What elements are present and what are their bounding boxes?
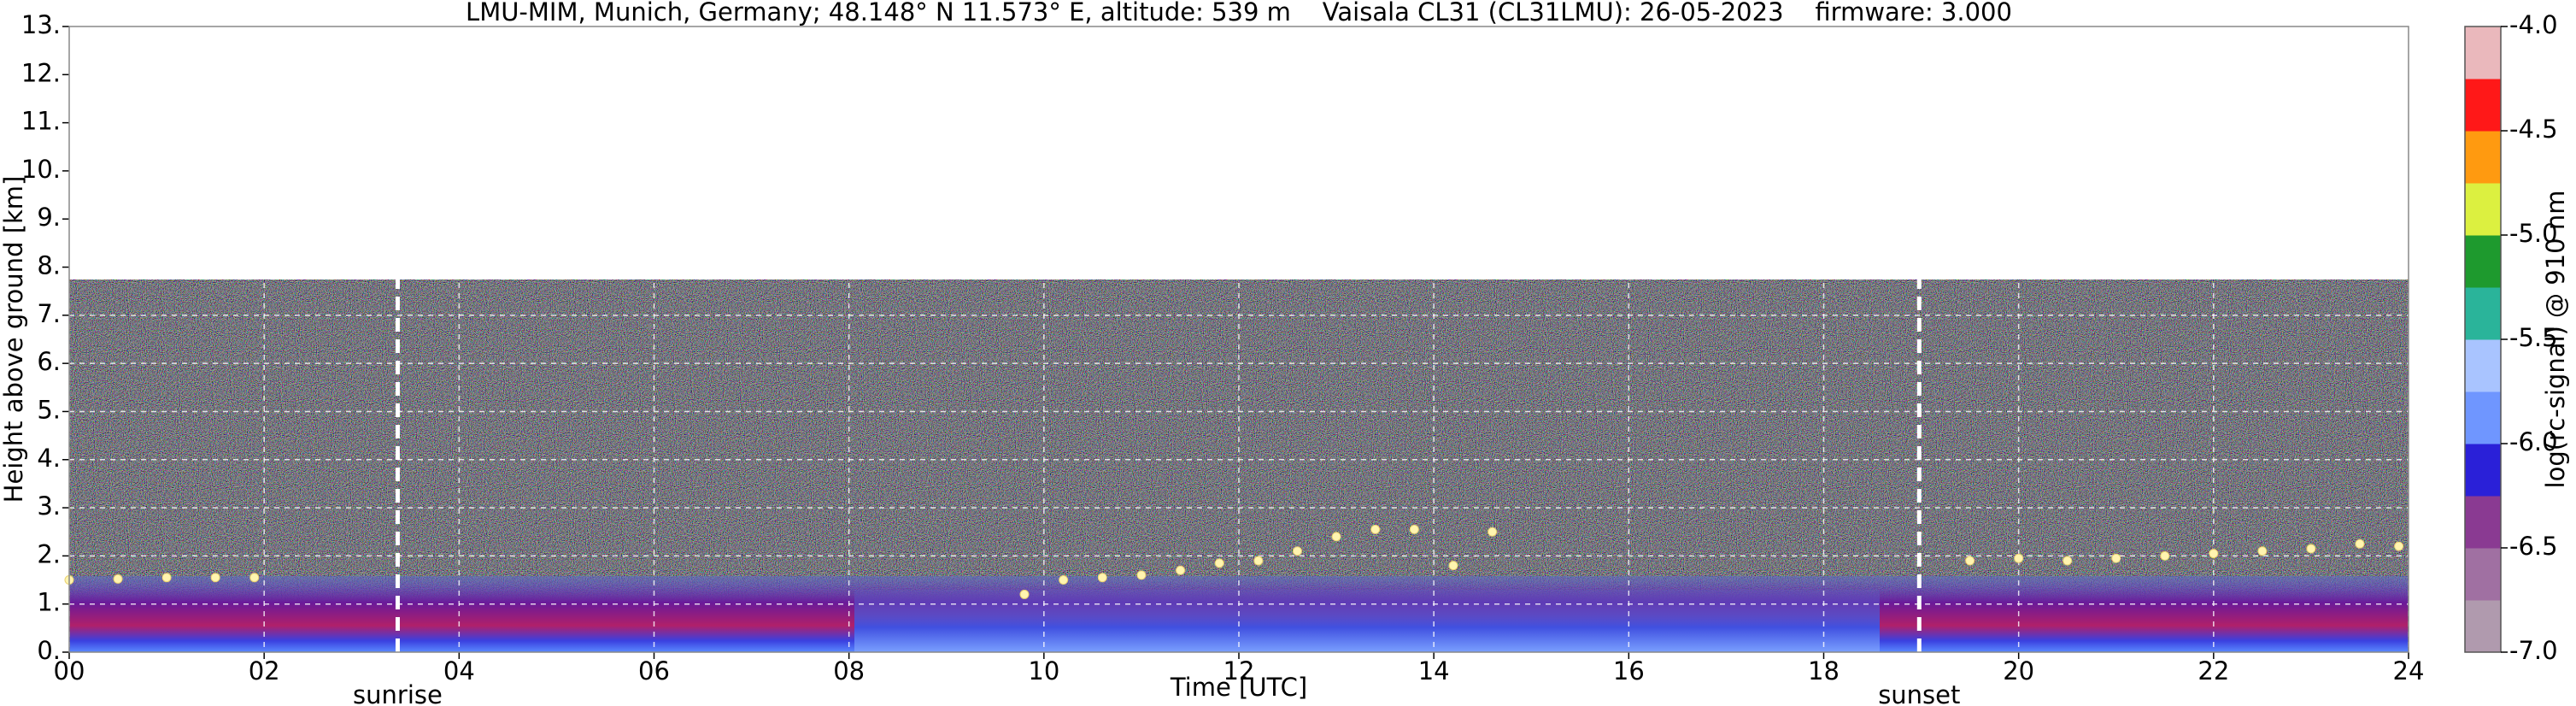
colorbar-tick-label: -4.0	[2509, 10, 2558, 39]
cloud-point	[2306, 544, 2316, 554]
y-tick-label: 3.	[37, 491, 61, 521]
y-tick-label: 0.	[37, 636, 61, 665]
colorbar-swatch	[2465, 287, 2501, 340]
colorbar-tick-label: -7.0	[2509, 636, 2558, 665]
y-tick-label: 13.	[21, 10, 61, 39]
colorbar-swatch	[2465, 131, 2501, 184]
cloud-point	[1331, 532, 1341, 542]
cloud-point	[1292, 546, 1302, 556]
x-tick-label: 06	[638, 656, 670, 685]
colorbar-swatch	[2465, 79, 2501, 132]
cloud-point	[1253, 556, 1264, 566]
y-axis-label: Height above ground [km]	[0, 176, 28, 503]
y-tick-label: 11.	[21, 107, 61, 136]
x-tick-label: 14	[1418, 656, 1450, 685]
y-tick-label: 4.	[37, 444, 61, 473]
cloud-point	[210, 573, 220, 583]
colorbar-tick-label: -5.0	[2509, 219, 2558, 248]
colorbar-swatch	[2465, 339, 2501, 392]
x-tick-label: 08	[833, 656, 865, 685]
colorbar-tick-label: -5.5	[2509, 323, 2558, 352]
colorbar-swatch	[2465, 26, 2501, 79]
colorbar-swatch	[2465, 235, 2501, 288]
y-tick-label: 12.	[21, 58, 61, 87]
y-tick-label: 6.	[37, 347, 61, 376]
x-tick-label: 00	[54, 656, 85, 685]
cloud-point	[1965, 556, 1975, 566]
x-tick-label: 12	[1223, 656, 1255, 685]
cloud-point	[1370, 524, 1381, 534]
x-tick-label: 16	[1613, 656, 1645, 685]
colorbar-tick-label: -4.5	[2509, 115, 2558, 144]
colorbar-swatch	[2465, 183, 2501, 236]
colorbar-swatch	[2465, 496, 2501, 549]
x-tick-label: 18	[1808, 656, 1840, 685]
boundary-layer-day	[854, 590, 1880, 652]
cloud-point	[1059, 575, 1069, 585]
x-tick-label: 04	[443, 656, 475, 685]
annotation-label: sunset	[1878, 680, 1960, 706]
cloud-point	[1097, 573, 1107, 583]
y-tick-label: 5.	[37, 395, 61, 424]
y-tick-label: 2.	[37, 539, 61, 568]
y-tick-label: 9.	[37, 203, 61, 232]
cloud-point	[2014, 553, 2024, 563]
cloud-point	[1448, 561, 1458, 571]
cloud-point	[1136, 570, 1147, 580]
colorbar-swatch	[2465, 444, 2501, 497]
x-tick-label: 24	[2393, 656, 2425, 685]
x-tick-label: 20	[2003, 656, 2034, 685]
y-tick-label: 10.	[21, 155, 61, 184]
cloud-point	[2394, 541, 2404, 551]
cloud-point	[1488, 527, 1498, 537]
colorbar-swatch	[2465, 548, 2501, 601]
cloud-point	[2063, 556, 2073, 566]
cloud-point	[1019, 589, 1030, 599]
y-tick-label: 1.	[37, 588, 61, 617]
cloud-point	[1176, 565, 1186, 575]
y-tick-label: 8.	[37, 251, 61, 280]
x-tick-label: 22	[2198, 656, 2229, 685]
cloud-point	[2355, 538, 2365, 549]
cloud-point	[161, 573, 172, 583]
colorbar-swatch	[2465, 391, 2501, 444]
x-axis-label: Time [UTC]	[1170, 673, 1307, 702]
cloud-point	[2209, 549, 2219, 559]
colorbar-label: log(rc-signal) @ 910 nm	[2541, 191, 2570, 489]
x-tick-label: 10	[1028, 656, 1059, 685]
plot-frame	[68, 26, 2409, 653]
cloud-point	[113, 574, 123, 584]
cloud-point	[2160, 550, 2170, 561]
cloud-point	[2111, 553, 2121, 563]
cloud-point	[1214, 558, 1224, 568]
colorbar-swatch	[2465, 600, 2501, 653]
cloud-point	[249, 573, 260, 583]
y-tick-label: 7.	[37, 299, 61, 328]
colorbar-tick-label: -6.0	[2509, 427, 2558, 456]
colorbar-tick-label: -6.5	[2509, 532, 2558, 561]
cloud-point	[1409, 524, 1419, 534]
annotation-label: sunrise	[353, 680, 443, 706]
cloud-point	[2257, 546, 2268, 556]
x-tick-label: 02	[249, 656, 280, 685]
chart-title: LMU-MIM, Munich, Germany; 48.148° N 11.5…	[466, 0, 2012, 26]
